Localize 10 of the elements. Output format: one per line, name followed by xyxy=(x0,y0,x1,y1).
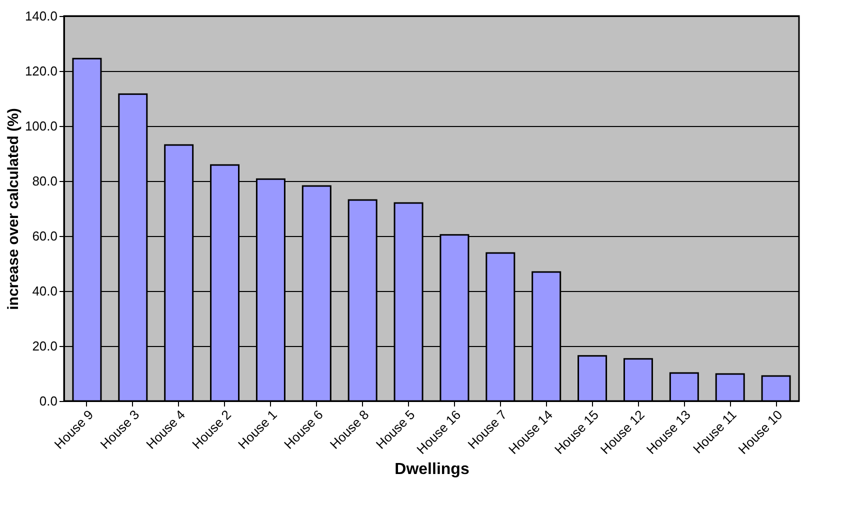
y-tick-label: 80.0 xyxy=(32,174,58,188)
y-tick-label: 100.0 xyxy=(24,118,58,134)
x-axis-title: Dwellings xyxy=(394,461,470,478)
y-tick-label: 120.0 xyxy=(24,64,58,78)
y-tick-label: 0.0 xyxy=(39,394,58,408)
y-tick-label: 140.0 xyxy=(24,8,58,24)
y-tick-label: 20.0 xyxy=(32,338,58,354)
y-axis-title: increase over calculated (%) xyxy=(4,108,22,310)
y-tick-label: 60.0 xyxy=(32,228,58,244)
y-tick-label: 40.0 xyxy=(32,284,58,298)
